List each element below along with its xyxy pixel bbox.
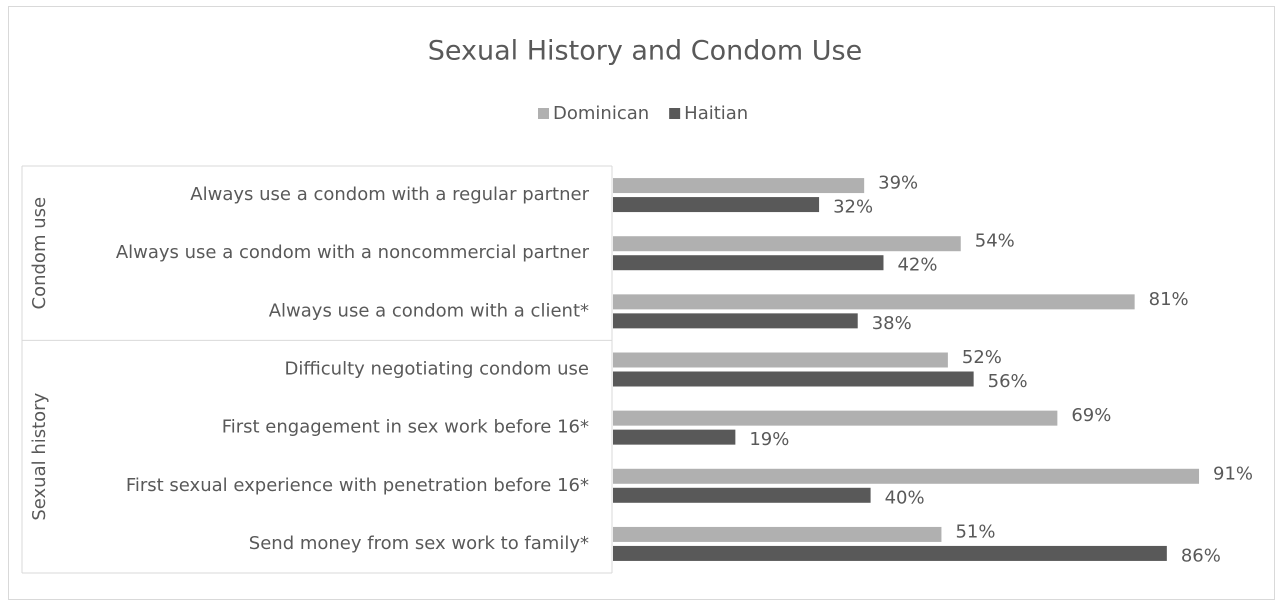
data-label: 42%	[897, 255, 937, 276]
category-label: Always use a condom with a regular partn…	[190, 184, 589, 205]
category-label: Send money from sex work to family*	[249, 533, 589, 554]
bar	[613, 429, 736, 445]
data-label: 69%	[1071, 405, 1111, 426]
bar	[613, 255, 884, 271]
data-label: 19%	[749, 429, 789, 450]
bar	[613, 236, 961, 252]
category-label: First sexual experience with penetration…	[126, 475, 589, 496]
category-label: Difficulty negotiating condom use	[285, 359, 590, 380]
legend-label: Dominican	[553, 103, 649, 124]
chart-title: Sexual History and Condom Use	[428, 36, 862, 67]
legend-swatch	[538, 108, 549, 119]
data-label: 54%	[975, 231, 1015, 252]
bar	[613, 197, 820, 213]
data-label: 32%	[833, 197, 873, 218]
legend-swatch	[669, 108, 681, 119]
bar	[613, 178, 865, 194]
data-label: 39%	[878, 173, 918, 194]
bar	[613, 526, 942, 542]
data-label: 91%	[1213, 463, 1253, 484]
data-label: 51%	[955, 521, 995, 542]
legend-label: Haitian	[684, 103, 748, 124]
bar	[613, 468, 1200, 484]
bar	[613, 545, 1167, 561]
bar	[613, 410, 1058, 426]
group-label: Condom use	[29, 197, 50, 310]
bar	[613, 313, 858, 329]
group-label: Sexual history	[29, 392, 50, 520]
data-label: 38%	[872, 313, 912, 334]
data-label: 81%	[1149, 289, 1189, 310]
data-label: 56%	[988, 371, 1028, 392]
data-label: 40%	[885, 487, 925, 508]
data-label: 52%	[962, 347, 1002, 368]
bar	[613, 487, 871, 503]
category-label: Always use a condom with a client*	[269, 300, 589, 321]
bar	[613, 371, 974, 387]
data-label: 86%	[1181, 545, 1221, 566]
category-label: First engagement in sex work before 16*	[222, 417, 589, 438]
category-label: Always use a condom with a noncommercial…	[116, 242, 590, 263]
bar	[613, 352, 948, 368]
bar	[613, 294, 1135, 310]
